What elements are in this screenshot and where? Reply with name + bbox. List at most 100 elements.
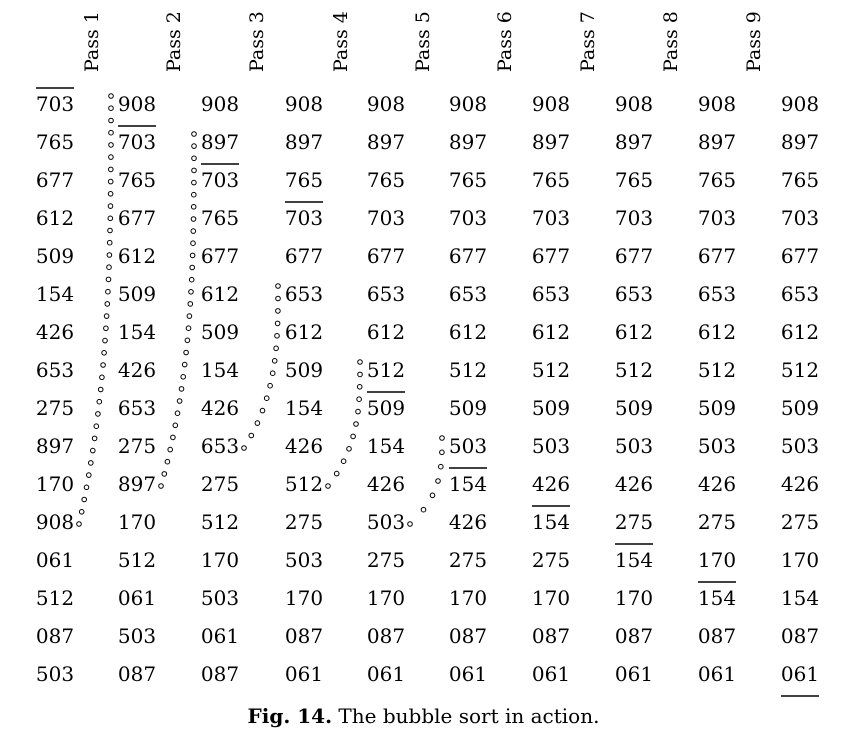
grid-cell: 426 [697, 472, 737, 496]
grid-cell: 170 [614, 586, 654, 610]
bubble-dot [105, 276, 112, 283]
grid-cell: 087 [614, 624, 654, 648]
bubble-dot [187, 301, 194, 307]
grid-cell: 897 [35, 434, 75, 458]
grid-cell: 061 [284, 662, 324, 686]
bubble-trails [36, 87, 819, 697]
bubble-dot [164, 458, 171, 465]
bubble-dot [357, 359, 363, 365]
grid-cell: 061 [448, 662, 488, 686]
grid-cell: 154 [200, 358, 240, 382]
grid-cell: 612 [366, 320, 406, 344]
grid-cell: 677 [614, 244, 654, 268]
grid-cell: 512 [200, 510, 240, 534]
grid-cell: 426 [284, 434, 324, 458]
grid-cell: 765 [284, 168, 324, 192]
grid-cell: 908 [697, 92, 737, 116]
grid-cell: 677 [366, 244, 406, 268]
grid-cell: 897 [614, 130, 654, 154]
grid-cell: 170 [448, 586, 488, 610]
grid-cell: 061 [366, 662, 406, 686]
grid-cell: 503 [117, 624, 157, 648]
grid-cell: 154 [284, 396, 324, 420]
bubble-dot [191, 143, 197, 149]
bubble-dot [180, 374, 186, 380]
grid-cell: 612 [531, 320, 571, 344]
grid-cell: 170 [35, 472, 75, 496]
grid-cell: 908 [200, 92, 240, 116]
grid-cell: 426 [614, 472, 654, 496]
grid-cell: 426 [200, 396, 240, 420]
bubble-dot [185, 325, 192, 332]
bubble-dot [190, 216, 197, 222]
grid-cell: 612 [780, 320, 820, 344]
grid-cell: 765 [200, 206, 240, 230]
grid-cell: 512 [117, 548, 157, 572]
bubble-dot [108, 117, 114, 124]
bubble-dot [108, 129, 114, 136]
bubble-dot [99, 374, 105, 381]
grid-cell: 653 [117, 396, 157, 420]
grid-cell: 512 [35, 586, 75, 610]
grid-cell: 765 [448, 168, 488, 192]
grid-cell: 503 [366, 510, 406, 534]
grid-cell: 612 [448, 320, 488, 344]
grid-cell: 087 [200, 662, 240, 686]
bubble-dot [429, 492, 436, 499]
grid-cell: 653 [448, 282, 488, 306]
bubble-dot [106, 239, 113, 246]
grid-cell: 061 [117, 586, 157, 610]
grid-cell: 426 [366, 472, 406, 496]
bubble-dot [438, 463, 444, 470]
bubble-dot [107, 191, 114, 197]
bubble-dot [178, 386, 185, 392]
grid-cell: 897 [200, 130, 240, 154]
grid-cell: 509 [614, 396, 654, 420]
grid-cell: 908 [448, 92, 488, 116]
grid-cell: 908 [284, 92, 324, 116]
grid-cell: 612 [697, 320, 737, 344]
grid-cell: 703 [531, 206, 571, 230]
grid-cell: 908 [35, 510, 75, 534]
grid-cell: 426 [117, 358, 157, 382]
bubble-dot [188, 289, 194, 295]
bubble-dot [357, 371, 363, 378]
grid-cell: 908 [780, 92, 820, 116]
grid-cell: 170 [284, 586, 324, 610]
bubble-dot [190, 228, 197, 234]
bubble-dot [107, 227, 113, 234]
grid-cell: 908 [366, 92, 406, 116]
bubble-dot [407, 521, 413, 527]
bubble-dot [96, 398, 103, 405]
grid-cell: 612 [614, 320, 654, 344]
grid-cell: 765 [531, 168, 571, 192]
bubble-dot [81, 496, 87, 503]
grid-cell: 653 [780, 282, 820, 306]
bubble-dot [263, 395, 270, 402]
bubble-dot [102, 337, 108, 344]
grid-cell: 512 [697, 358, 737, 382]
grid-cell: 170 [366, 586, 406, 610]
bubble-dot [107, 203, 114, 209]
grid-cell: 087 [366, 624, 406, 648]
bubble-dot [88, 460, 94, 466]
bubble-dot [188, 276, 195, 283]
bubble-dot [104, 301, 111, 307]
grid-cell: 677 [448, 244, 488, 268]
grid-cell: 512 [448, 358, 488, 382]
bubble-dot [275, 308, 281, 314]
bubble-dot [106, 252, 113, 258]
bubble-dot [346, 446, 352, 452]
grid-cell: 154 [614, 548, 654, 572]
grid-cell: 170 [200, 548, 240, 572]
grid-cell: 061 [35, 548, 75, 572]
bubble-dot [189, 264, 195, 271]
grid-cell: 509 [697, 396, 737, 420]
grid-cell: 512 [366, 358, 406, 382]
grid-cell: 653 [35, 358, 75, 382]
bubble-dot [108, 166, 114, 173]
grid-cell: 612 [284, 320, 324, 344]
grid-cell: 765 [35, 130, 75, 154]
bubble-dot [350, 433, 356, 440]
grid-cell: 897 [448, 130, 488, 154]
